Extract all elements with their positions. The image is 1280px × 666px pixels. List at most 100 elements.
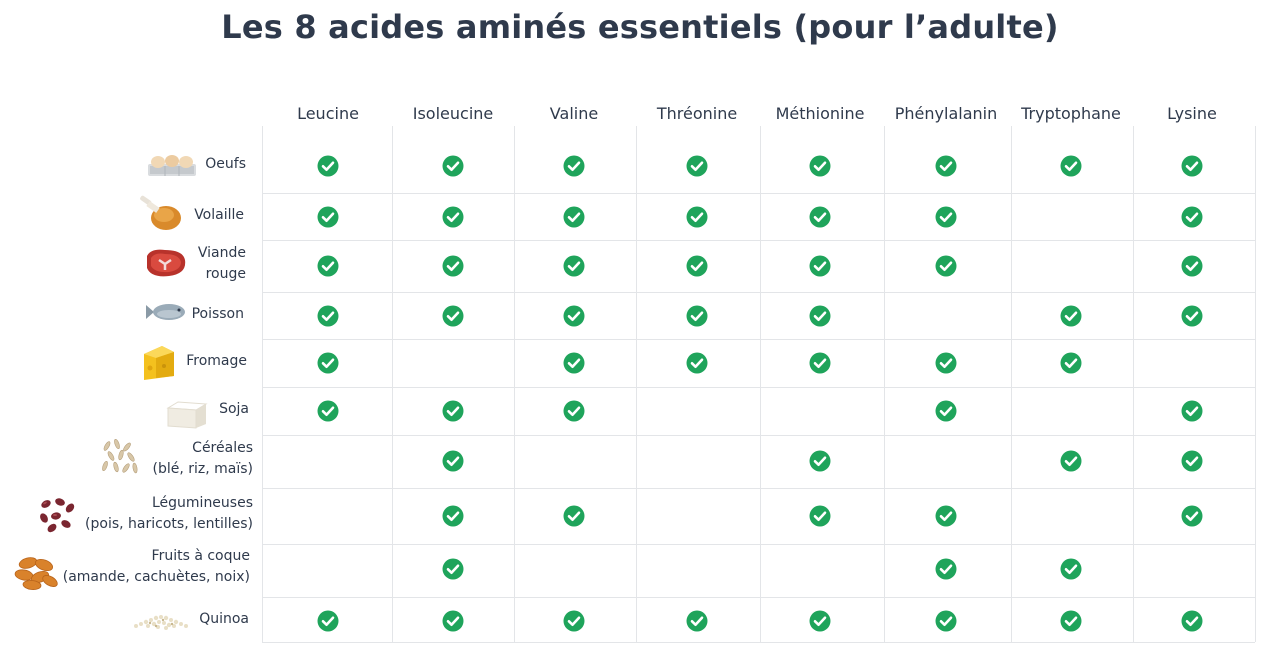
check-icon: [442, 206, 464, 228]
check-icon: [686, 255, 708, 277]
check-icon: [809, 450, 831, 472]
row-label: Viande rouge: [197, 245, 246, 282]
check-icon: [1181, 610, 1203, 632]
check-icon: [1060, 305, 1082, 327]
column-header: Phénylalanin: [894, 104, 998, 123]
column-divider: [514, 126, 515, 642]
row-label: Céréales (blé, riz, maïs): [152, 440, 253, 477]
check-icon: [809, 610, 831, 632]
page-title: Les 8 acides aminés essentiels (pour l’a…: [221, 8, 1059, 46]
check-icon: [1181, 505, 1203, 527]
check-icon: [935, 505, 957, 527]
column-header: Leucine: [297, 104, 359, 123]
check-icon: [563, 505, 585, 527]
column-divider: [636, 126, 637, 642]
check-icon: [563, 610, 585, 632]
cheese-icon: [140, 342, 176, 386]
column-header: Thréonine: [656, 104, 738, 123]
check-icon: [1181, 255, 1203, 277]
row-divider: [262, 339, 1255, 340]
check-icon: [442, 400, 464, 422]
tofu-icon: [164, 398, 210, 434]
check-icon: [1060, 352, 1082, 374]
check-icon: [1181, 305, 1203, 327]
column-header: Lysine: [1167, 104, 1217, 123]
check-icon: [935, 206, 957, 228]
check-icon: [935, 352, 957, 374]
column-divider: [392, 126, 393, 642]
check-icon: [317, 610, 339, 632]
row-label: Oeufs: [205, 155, 246, 172]
check-icon: [442, 610, 464, 632]
row-divider: [262, 193, 1255, 194]
check-icon: [686, 610, 708, 632]
check-icon: [317, 155, 339, 177]
column-header: Valine: [549, 104, 599, 123]
check-icon: [809, 352, 831, 374]
check-icon: [935, 610, 957, 632]
column-header: Isoleucine: [412, 104, 494, 123]
check-icon: [1181, 450, 1203, 472]
check-icon: [317, 305, 339, 327]
check-icon: [563, 352, 585, 374]
grains-icon: [97, 438, 141, 482]
check-icon: [563, 155, 585, 177]
row-divider: [262, 435, 1255, 436]
check-icon: [809, 505, 831, 527]
check-icon: [1060, 450, 1082, 472]
check-icon: [563, 206, 585, 228]
column-header: Tryptophane: [1021, 104, 1121, 123]
check-icon: [686, 206, 708, 228]
row-label: Légumineuses (pois, haricots, lentilles): [85, 495, 253, 532]
row-label: Soja: [219, 400, 249, 417]
check-icon: [317, 206, 339, 228]
check-icon: [1181, 206, 1203, 228]
check-icon: [442, 305, 464, 327]
row-divider: [262, 292, 1255, 293]
row-label: Fromage: [186, 352, 247, 369]
check-icon: [1060, 155, 1082, 177]
column-header: Méthionine: [775, 104, 865, 123]
check-icon: [935, 155, 957, 177]
chicken-leg-icon: [134, 194, 184, 238]
row-divider: [262, 488, 1255, 489]
check-icon: [935, 255, 957, 277]
check-icon: [317, 400, 339, 422]
row-label: Fruits à coque (amande, cachuètes, noix): [62, 548, 250, 585]
column-divider: [1133, 126, 1134, 642]
check-icon: [563, 255, 585, 277]
check-icon: [442, 505, 464, 527]
check-icon: [1181, 400, 1203, 422]
row-label: Volaille: [194, 206, 244, 223]
check-icon: [1060, 610, 1082, 632]
fish-icon: [144, 301, 188, 327]
quinoa-icon: [128, 606, 192, 636]
check-icon: [442, 558, 464, 580]
column-divider: [262, 126, 263, 642]
check-icon: [809, 305, 831, 327]
check-icon: [563, 400, 585, 422]
column-divider: [760, 126, 761, 642]
row-label: Poisson: [191, 305, 244, 322]
column-divider: [884, 126, 885, 642]
check-icon: [1181, 155, 1203, 177]
check-icon: [809, 255, 831, 277]
check-icon: [442, 155, 464, 177]
check-icon: [809, 206, 831, 228]
steak-icon: [143, 246, 189, 284]
row-divider: [262, 240, 1255, 241]
check-icon: [317, 352, 339, 374]
column-divider: [1255, 126, 1256, 642]
check-icon: [935, 400, 957, 422]
check-icon: [686, 155, 708, 177]
check-icon: [317, 255, 339, 277]
row-divider: [262, 544, 1255, 545]
check-icon: [442, 255, 464, 277]
beans-icon: [36, 494, 80, 538]
row-divider: [262, 597, 1255, 598]
row-divider: [262, 387, 1255, 388]
check-icon: [1060, 558, 1082, 580]
row-divider: [262, 642, 1255, 643]
column-divider: [1011, 126, 1012, 642]
check-icon: [686, 305, 708, 327]
